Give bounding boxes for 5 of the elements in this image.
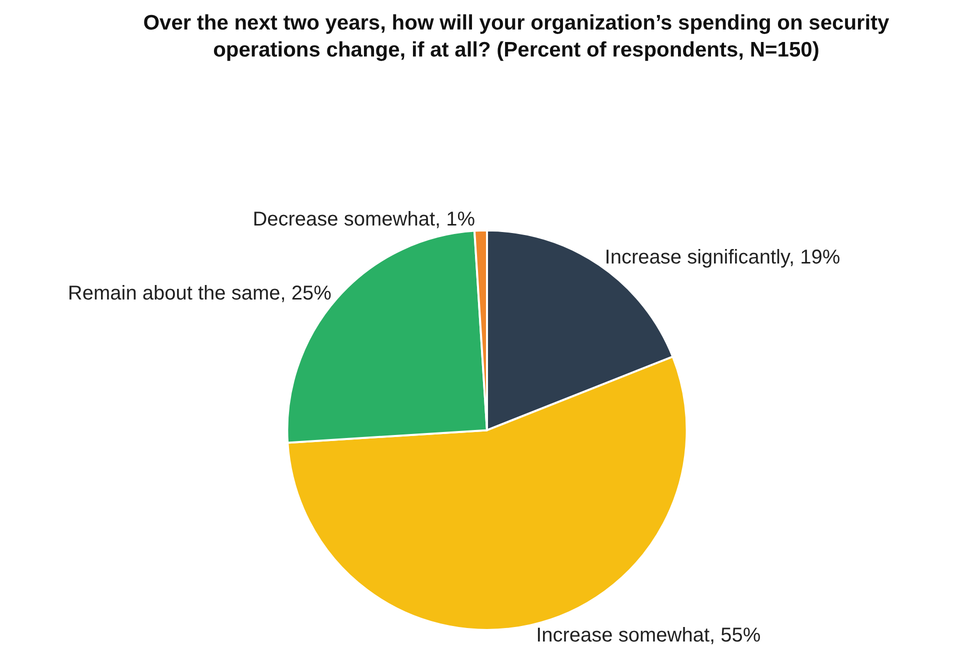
- chart-title: Over the next two years, how will your organization’s spending on security operations change, if at all? (Percent of respondents, N=150): [143, 11, 890, 62]
- slice-label: Decrease somewhat, 1%: [252, 208, 476, 231]
- slice-label: Remain about the same, 25%: [68, 282, 332, 304]
- slice-label: Increase significantly, 19%: [604, 246, 840, 268]
- slice-label: Increase somewhat, 55%: [536, 624, 761, 647]
